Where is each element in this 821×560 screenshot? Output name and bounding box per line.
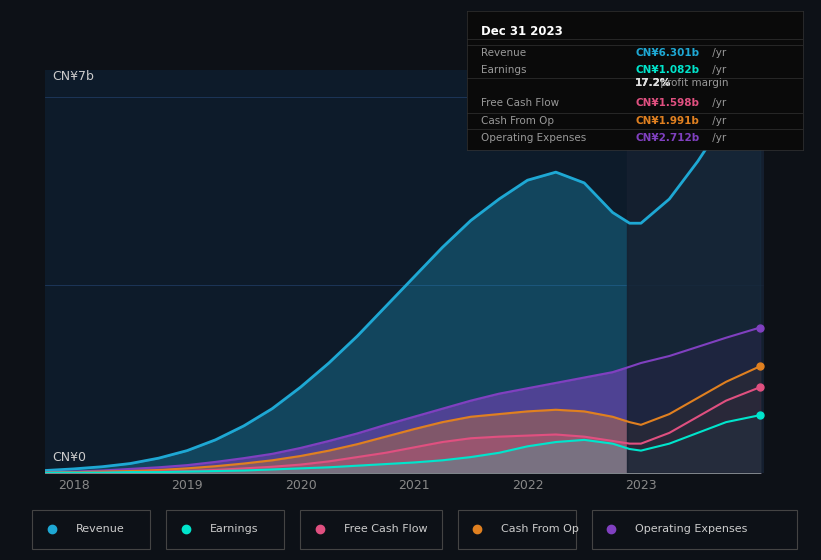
Text: Operating Expenses: Operating Expenses <box>480 133 586 143</box>
Text: CN¥1.082b: CN¥1.082b <box>635 64 699 74</box>
Text: Cash From Op: Cash From Op <box>501 524 579 534</box>
Text: Operating Expenses: Operating Expenses <box>635 524 747 534</box>
Text: profit margin: profit margin <box>657 78 728 88</box>
Text: Revenue: Revenue <box>480 48 525 58</box>
Text: /yr: /yr <box>709 48 726 58</box>
Text: Free Cash Flow: Free Cash Flow <box>480 98 559 108</box>
Text: CN¥0: CN¥0 <box>53 451 86 464</box>
Text: CN¥7b: CN¥7b <box>53 70 94 83</box>
Text: /yr: /yr <box>709 64 726 74</box>
Text: CN¥2.712b: CN¥2.712b <box>635 133 699 143</box>
Text: Cash From Op: Cash From Op <box>480 116 553 126</box>
Text: 17.2%: 17.2% <box>635 78 672 88</box>
Text: Earnings: Earnings <box>480 64 526 74</box>
Text: Dec 31 2023: Dec 31 2023 <box>480 25 562 38</box>
Text: Revenue: Revenue <box>76 524 124 534</box>
Text: Earnings: Earnings <box>209 524 258 534</box>
Text: CN¥1.598b: CN¥1.598b <box>635 98 699 108</box>
Text: Free Cash Flow: Free Cash Flow <box>343 524 427 534</box>
Text: /yr: /yr <box>709 116 726 126</box>
Text: /yr: /yr <box>709 133 726 143</box>
Bar <box>627 70 764 473</box>
Text: /yr: /yr <box>709 98 726 108</box>
Text: CN¥6.301b: CN¥6.301b <box>635 48 699 58</box>
Text: 17.2%: 17.2% <box>635 78 672 88</box>
Text: CN¥1.991b: CN¥1.991b <box>635 116 699 126</box>
